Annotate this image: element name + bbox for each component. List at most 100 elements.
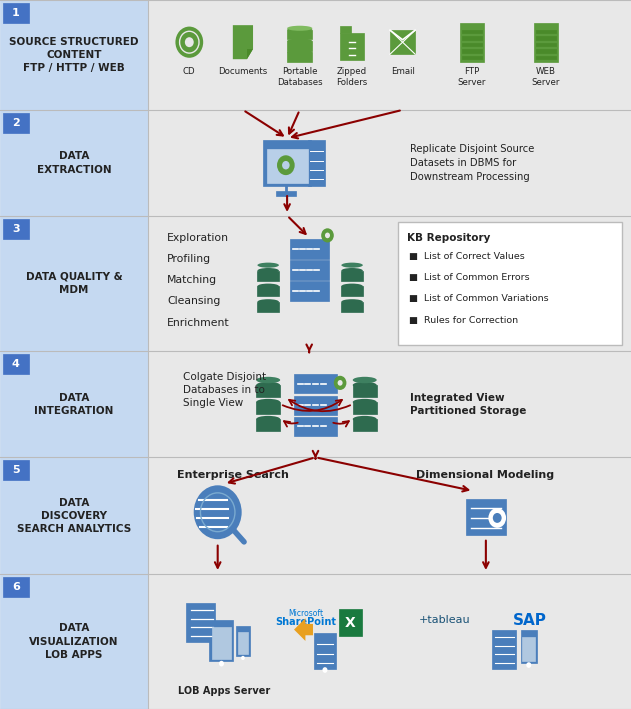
Ellipse shape: [287, 28, 312, 33]
FancyBboxPatch shape: [0, 457, 148, 574]
FancyBboxPatch shape: [536, 56, 556, 59]
FancyBboxPatch shape: [257, 302, 279, 312]
FancyBboxPatch shape: [536, 50, 556, 52]
FancyBboxPatch shape: [256, 385, 280, 397]
Text: WEB
Server: WEB Server: [532, 67, 560, 87]
Text: Colgate Disjoint
Databases in to
Single View: Colgate Disjoint Databases in to Single …: [183, 372, 266, 408]
Text: 5: 5: [12, 465, 20, 475]
Ellipse shape: [341, 284, 363, 289]
Ellipse shape: [257, 299, 279, 304]
Circle shape: [493, 513, 502, 523]
Text: SOURCE STRUCTURED
CONTENT
FTP / HTTP / WEB: SOURCE STRUCTURED CONTENT FTP / HTTP / W…: [9, 37, 139, 73]
Text: LOB Apps Server: LOB Apps Server: [178, 686, 270, 696]
FancyBboxPatch shape: [462, 36, 482, 40]
FancyBboxPatch shape: [148, 574, 631, 709]
FancyBboxPatch shape: [294, 417, 337, 436]
Circle shape: [282, 161, 290, 169]
FancyBboxPatch shape: [339, 609, 362, 636]
Polygon shape: [247, 49, 253, 60]
FancyBboxPatch shape: [148, 0, 631, 110]
FancyBboxPatch shape: [341, 286, 363, 296]
Text: DATA
DISCOVERY
SEARCH ANALYTICS: DATA DISCOVERY SEARCH ANALYTICS: [17, 498, 131, 534]
Text: ■  List of Correct Values: ■ List of Correct Values: [409, 252, 524, 261]
FancyBboxPatch shape: [256, 402, 280, 414]
FancyBboxPatch shape: [3, 3, 29, 23]
Circle shape: [338, 380, 343, 386]
FancyBboxPatch shape: [340, 33, 364, 60]
FancyBboxPatch shape: [0, 216, 148, 351]
Text: Enrichment: Enrichment: [167, 318, 230, 328]
FancyBboxPatch shape: [462, 56, 482, 59]
FancyBboxPatch shape: [522, 637, 535, 661]
FancyBboxPatch shape: [287, 30, 312, 40]
FancyBboxPatch shape: [353, 402, 377, 414]
FancyBboxPatch shape: [536, 43, 556, 46]
Text: DATA
EXTRACTION: DATA EXTRACTION: [37, 152, 112, 174]
Text: Exploration: Exploration: [167, 233, 229, 242]
FancyBboxPatch shape: [536, 30, 556, 33]
Text: Integrated View
Partitioned Storage: Integrated View Partitioned Storage: [410, 393, 526, 415]
Text: DATA QUALITY &
MDM: DATA QUALITY & MDM: [26, 272, 122, 295]
Circle shape: [194, 486, 242, 540]
Ellipse shape: [287, 26, 312, 30]
Ellipse shape: [353, 376, 377, 384]
Text: Email: Email: [391, 67, 415, 76]
FancyBboxPatch shape: [398, 222, 622, 345]
Circle shape: [175, 27, 203, 58]
FancyBboxPatch shape: [148, 216, 631, 351]
Ellipse shape: [287, 38, 312, 44]
FancyBboxPatch shape: [314, 633, 336, 669]
Circle shape: [219, 661, 224, 666]
Text: FTP
Server: FTP Server: [458, 67, 486, 87]
FancyBboxPatch shape: [287, 41, 312, 50]
FancyBboxPatch shape: [3, 460, 29, 480]
Text: ■  List of Common Errors: ■ List of Common Errors: [409, 273, 529, 282]
FancyBboxPatch shape: [353, 419, 377, 431]
Polygon shape: [294, 618, 313, 641]
Circle shape: [321, 228, 334, 242]
Circle shape: [322, 667, 327, 673]
Ellipse shape: [256, 416, 280, 423]
FancyBboxPatch shape: [536, 36, 556, 40]
FancyBboxPatch shape: [148, 457, 631, 574]
Ellipse shape: [353, 399, 377, 406]
FancyBboxPatch shape: [3, 354, 29, 374]
FancyBboxPatch shape: [256, 419, 280, 431]
Text: SharePoint: SharePoint: [276, 617, 336, 627]
FancyBboxPatch shape: [294, 374, 337, 393]
Circle shape: [526, 662, 531, 668]
FancyBboxPatch shape: [341, 271, 363, 281]
Text: ■  List of Common Variations: ■ List of Common Variations: [409, 294, 548, 303]
FancyBboxPatch shape: [341, 302, 363, 312]
FancyBboxPatch shape: [0, 110, 148, 216]
FancyBboxPatch shape: [290, 260, 329, 280]
FancyBboxPatch shape: [212, 627, 231, 659]
FancyBboxPatch shape: [294, 396, 337, 415]
FancyBboxPatch shape: [466, 499, 506, 535]
Text: 6: 6: [12, 582, 20, 592]
Ellipse shape: [341, 299, 363, 304]
FancyBboxPatch shape: [287, 52, 312, 62]
Ellipse shape: [257, 284, 279, 289]
FancyBboxPatch shape: [3, 219, 29, 239]
FancyBboxPatch shape: [492, 630, 516, 669]
FancyBboxPatch shape: [3, 113, 29, 133]
Text: DATA
INTEGRATION: DATA INTEGRATION: [35, 393, 114, 415]
Ellipse shape: [256, 382, 280, 389]
Text: 4: 4: [12, 359, 20, 369]
Ellipse shape: [256, 376, 280, 384]
Ellipse shape: [256, 399, 280, 406]
FancyBboxPatch shape: [148, 110, 631, 216]
Text: KB Repository: KB Repository: [407, 233, 490, 242]
FancyBboxPatch shape: [462, 50, 482, 52]
Ellipse shape: [341, 268, 363, 273]
Text: Portable
Databases: Portable Databases: [277, 67, 322, 87]
Circle shape: [241, 656, 245, 660]
Ellipse shape: [287, 50, 312, 55]
FancyBboxPatch shape: [0, 351, 148, 457]
Circle shape: [334, 376, 346, 390]
Text: DATA
VISUALIZATION
LOB APPS: DATA VISUALIZATION LOB APPS: [30, 623, 119, 660]
Ellipse shape: [353, 416, 377, 423]
FancyBboxPatch shape: [257, 286, 279, 296]
FancyBboxPatch shape: [290, 281, 329, 301]
